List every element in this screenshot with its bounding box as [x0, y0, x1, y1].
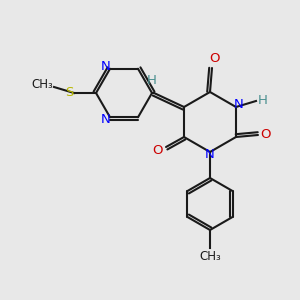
- Text: N: N: [205, 148, 215, 161]
- Text: N: N: [234, 98, 244, 112]
- Text: O: O: [152, 145, 162, 158]
- Text: O: O: [209, 52, 219, 64]
- Text: N: N: [101, 113, 111, 126]
- Text: CH₃: CH₃: [199, 250, 221, 263]
- Text: H: H: [147, 74, 157, 86]
- Text: H: H: [258, 94, 268, 106]
- Text: O: O: [261, 128, 271, 140]
- Text: CH₃: CH₃: [31, 77, 53, 91]
- Text: S: S: [65, 86, 73, 100]
- Text: N: N: [101, 60, 111, 73]
